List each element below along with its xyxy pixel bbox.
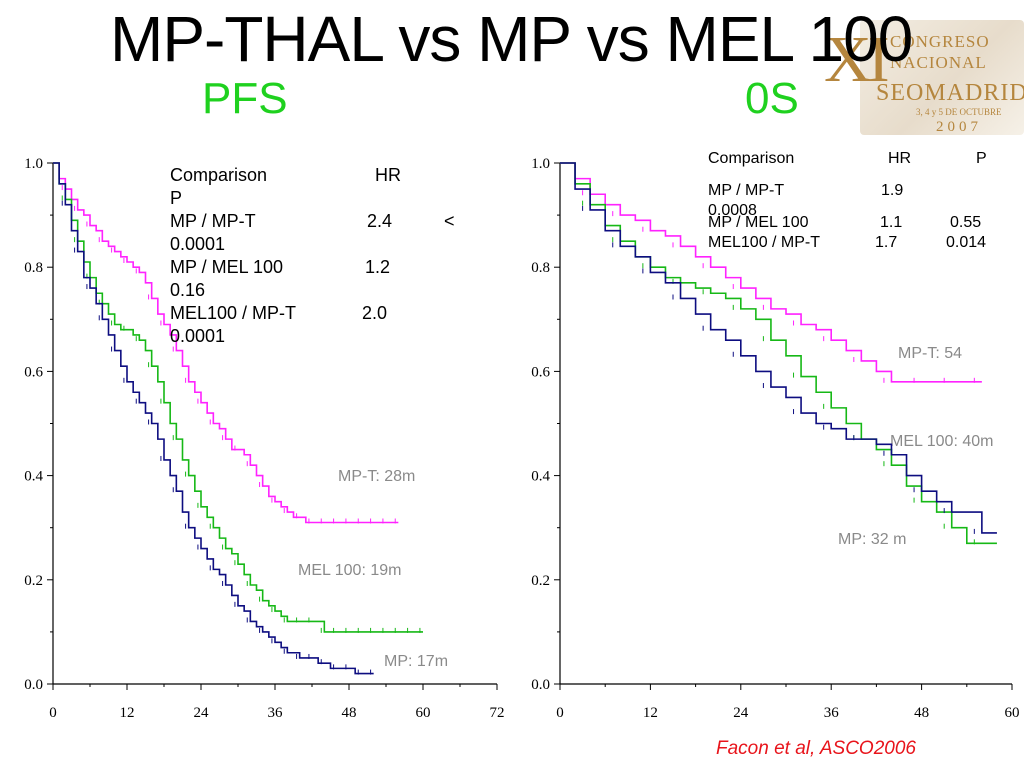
os-row-comparison: MP / MP-T <box>708 182 785 199</box>
pfs-row-comparison: MEL100 / MP-T <box>170 303 297 323</box>
os-series-label: MP-T: 54 <box>898 345 962 362</box>
pfs-table-row: MEL100 / MP-T 2.0 0.0001 <box>170 302 470 348</box>
pfs-y-tick-label: 0.4 <box>24 469 43 485</box>
os-y-tick-label: 1.0 <box>531 156 550 172</box>
os-hazard-table: Comparison HR P MP / MP-T 1.9 0.0008 MP … <box>708 149 1008 253</box>
os-y-tick-label: 0.8 <box>531 260 550 276</box>
pfs-series-label: MP-T: 28m <box>338 468 415 485</box>
citation: Facon et al, ASCO2006 <box>716 738 916 759</box>
os-y-tick-label: 0.2 <box>531 573 550 589</box>
os-table-row: MP / MEL 100 1.1 0.55 <box>708 213 1008 233</box>
os-row-hr: 1.1 <box>880 214 903 231</box>
os-x-tick-label: 36 <box>824 705 840 721</box>
logo-numeral: XI <box>824 23 890 96</box>
pfs-y-tick-label: 0.2 <box>24 573 43 589</box>
os-row-hr: 1.9 <box>881 182 904 199</box>
pfs-title: PFS <box>202 74 288 123</box>
pfs-row-comparison: MP / MP-T <box>170 211 256 231</box>
pfs-x-tick-label: 36 <box>268 705 284 721</box>
pfs-series-mp <box>53 162 374 675</box>
os-row-p: 0.0008 <box>708 202 757 219</box>
pfs-x-tick-label: 48 <box>342 705 357 721</box>
pfs-x-tick-label: 60 <box>416 705 431 721</box>
pfs-row-p: 0.0001 <box>170 326 226 346</box>
os-row-p: 0.014 <box>946 234 987 251</box>
slide-title: MP-THAL vs MP vs MEL 100 <box>110 3 913 75</box>
os-header-hr: HR <box>888 150 912 167</box>
logo-line-3: SEOMADRID <box>876 80 1024 106</box>
os-header-p: P <box>976 150 987 167</box>
pfs-hazard-table: Comparison HR P MP / MP-T 2.4 < 0.0001 M… <box>170 164 470 348</box>
os-row-hr: 1.7 <box>875 234 898 251</box>
pfs-y-tick-label: 0.8 <box>24 260 43 276</box>
os-x-tick-label: 60 <box>1005 705 1020 721</box>
congress-logo: XI CONGRESO NACIONAL SEOMADRID 3, 4 y 5 … <box>820 20 1024 138</box>
os-series-mp_thal <box>560 162 982 383</box>
pfs-series-mp_thal <box>53 162 399 524</box>
pfs-row-hr: 2.4 <box>367 211 393 231</box>
logo-year: 2007 <box>936 119 982 135</box>
logo-line-1: CONGRESO <box>890 32 990 51</box>
pfs-x-tick-label: 0 <box>49 705 57 721</box>
pfs-y-tick-label: 0.0 <box>24 677 43 693</box>
os-row-comparison: MEL100 / MP-T <box>708 234 821 251</box>
os-series-mp <box>560 162 997 534</box>
os-x-tick-label: 24 <box>733 705 749 721</box>
os-header-comparison: Comparison <box>708 150 795 167</box>
pfs-header-comparison: Comparison <box>170 165 268 185</box>
os-table-header: Comparison HR P <box>708 149 1008 169</box>
pfs-y-tick-label: 1.0 <box>24 156 43 172</box>
logo-background <box>860 20 1024 135</box>
pfs-table-row: MP / MP-T 2.4 < 0.0001 <box>170 210 470 256</box>
pfs-header-p: P <box>170 188 183 208</box>
pfs-row-hr: 1.2 <box>365 257 391 277</box>
os-title: 0S <box>745 74 799 123</box>
pfs-series-mel100 <box>53 162 423 633</box>
os-series-label: MEL 100: 40m <box>890 433 993 450</box>
os-y-tick-label: 0.6 <box>531 364 550 380</box>
pfs-series-label: MEL 100: 19m <box>298 562 401 579</box>
logo-dates: 3, 4 y 5 DE OCTUBRE <box>916 107 1002 117</box>
pfs-header-hr: HR <box>375 165 401 185</box>
pfs-x-tick-label: 12 <box>120 705 135 721</box>
logo-line-2: NACIONAL <box>890 53 987 72</box>
os-x-tick-label: 48 <box>914 705 929 721</box>
os-x-tick-label: 12 <box>643 705 658 721</box>
os-series-label: MP: 32 m <box>838 531 906 548</box>
os-row-comparison: MP / MEL 100 <box>708 214 809 231</box>
os-table-row: MP / MP-T 1.9 0.0008 <box>708 169 1008 219</box>
os-y-tick-label: 0.0 <box>531 677 550 693</box>
pfs-x-tick-label: 24 <box>194 705 210 721</box>
os-y-tick-label: 0.4 <box>531 469 550 485</box>
pfs-row-p: 0.16 <box>170 280 206 300</box>
os-x-tick-label: 0 <box>556 705 564 721</box>
pfs-table-header: Comparison HR P <box>170 164 470 210</box>
pfs-y-tick-label: 0.6 <box>24 364 43 380</box>
os-row-p: 0.55 <box>950 214 982 231</box>
pfs-row-p: 0.0001 <box>170 234 226 254</box>
pfs-row-prefix: < <box>444 211 455 231</box>
pfs-series-label: MP: 17m <box>384 653 448 670</box>
pfs-row-hr: 2.0 <box>362 303 388 323</box>
pfs-row-comparison: MP / MEL 100 <box>170 257 284 277</box>
os-table-row: MEL100 / MP-T 1.7 0.014 <box>708 233 1008 253</box>
pfs-table-row: MP / MEL 100 1.2 0.16 <box>170 256 470 302</box>
pfs-x-tick-label: 72 <box>490 705 505 721</box>
